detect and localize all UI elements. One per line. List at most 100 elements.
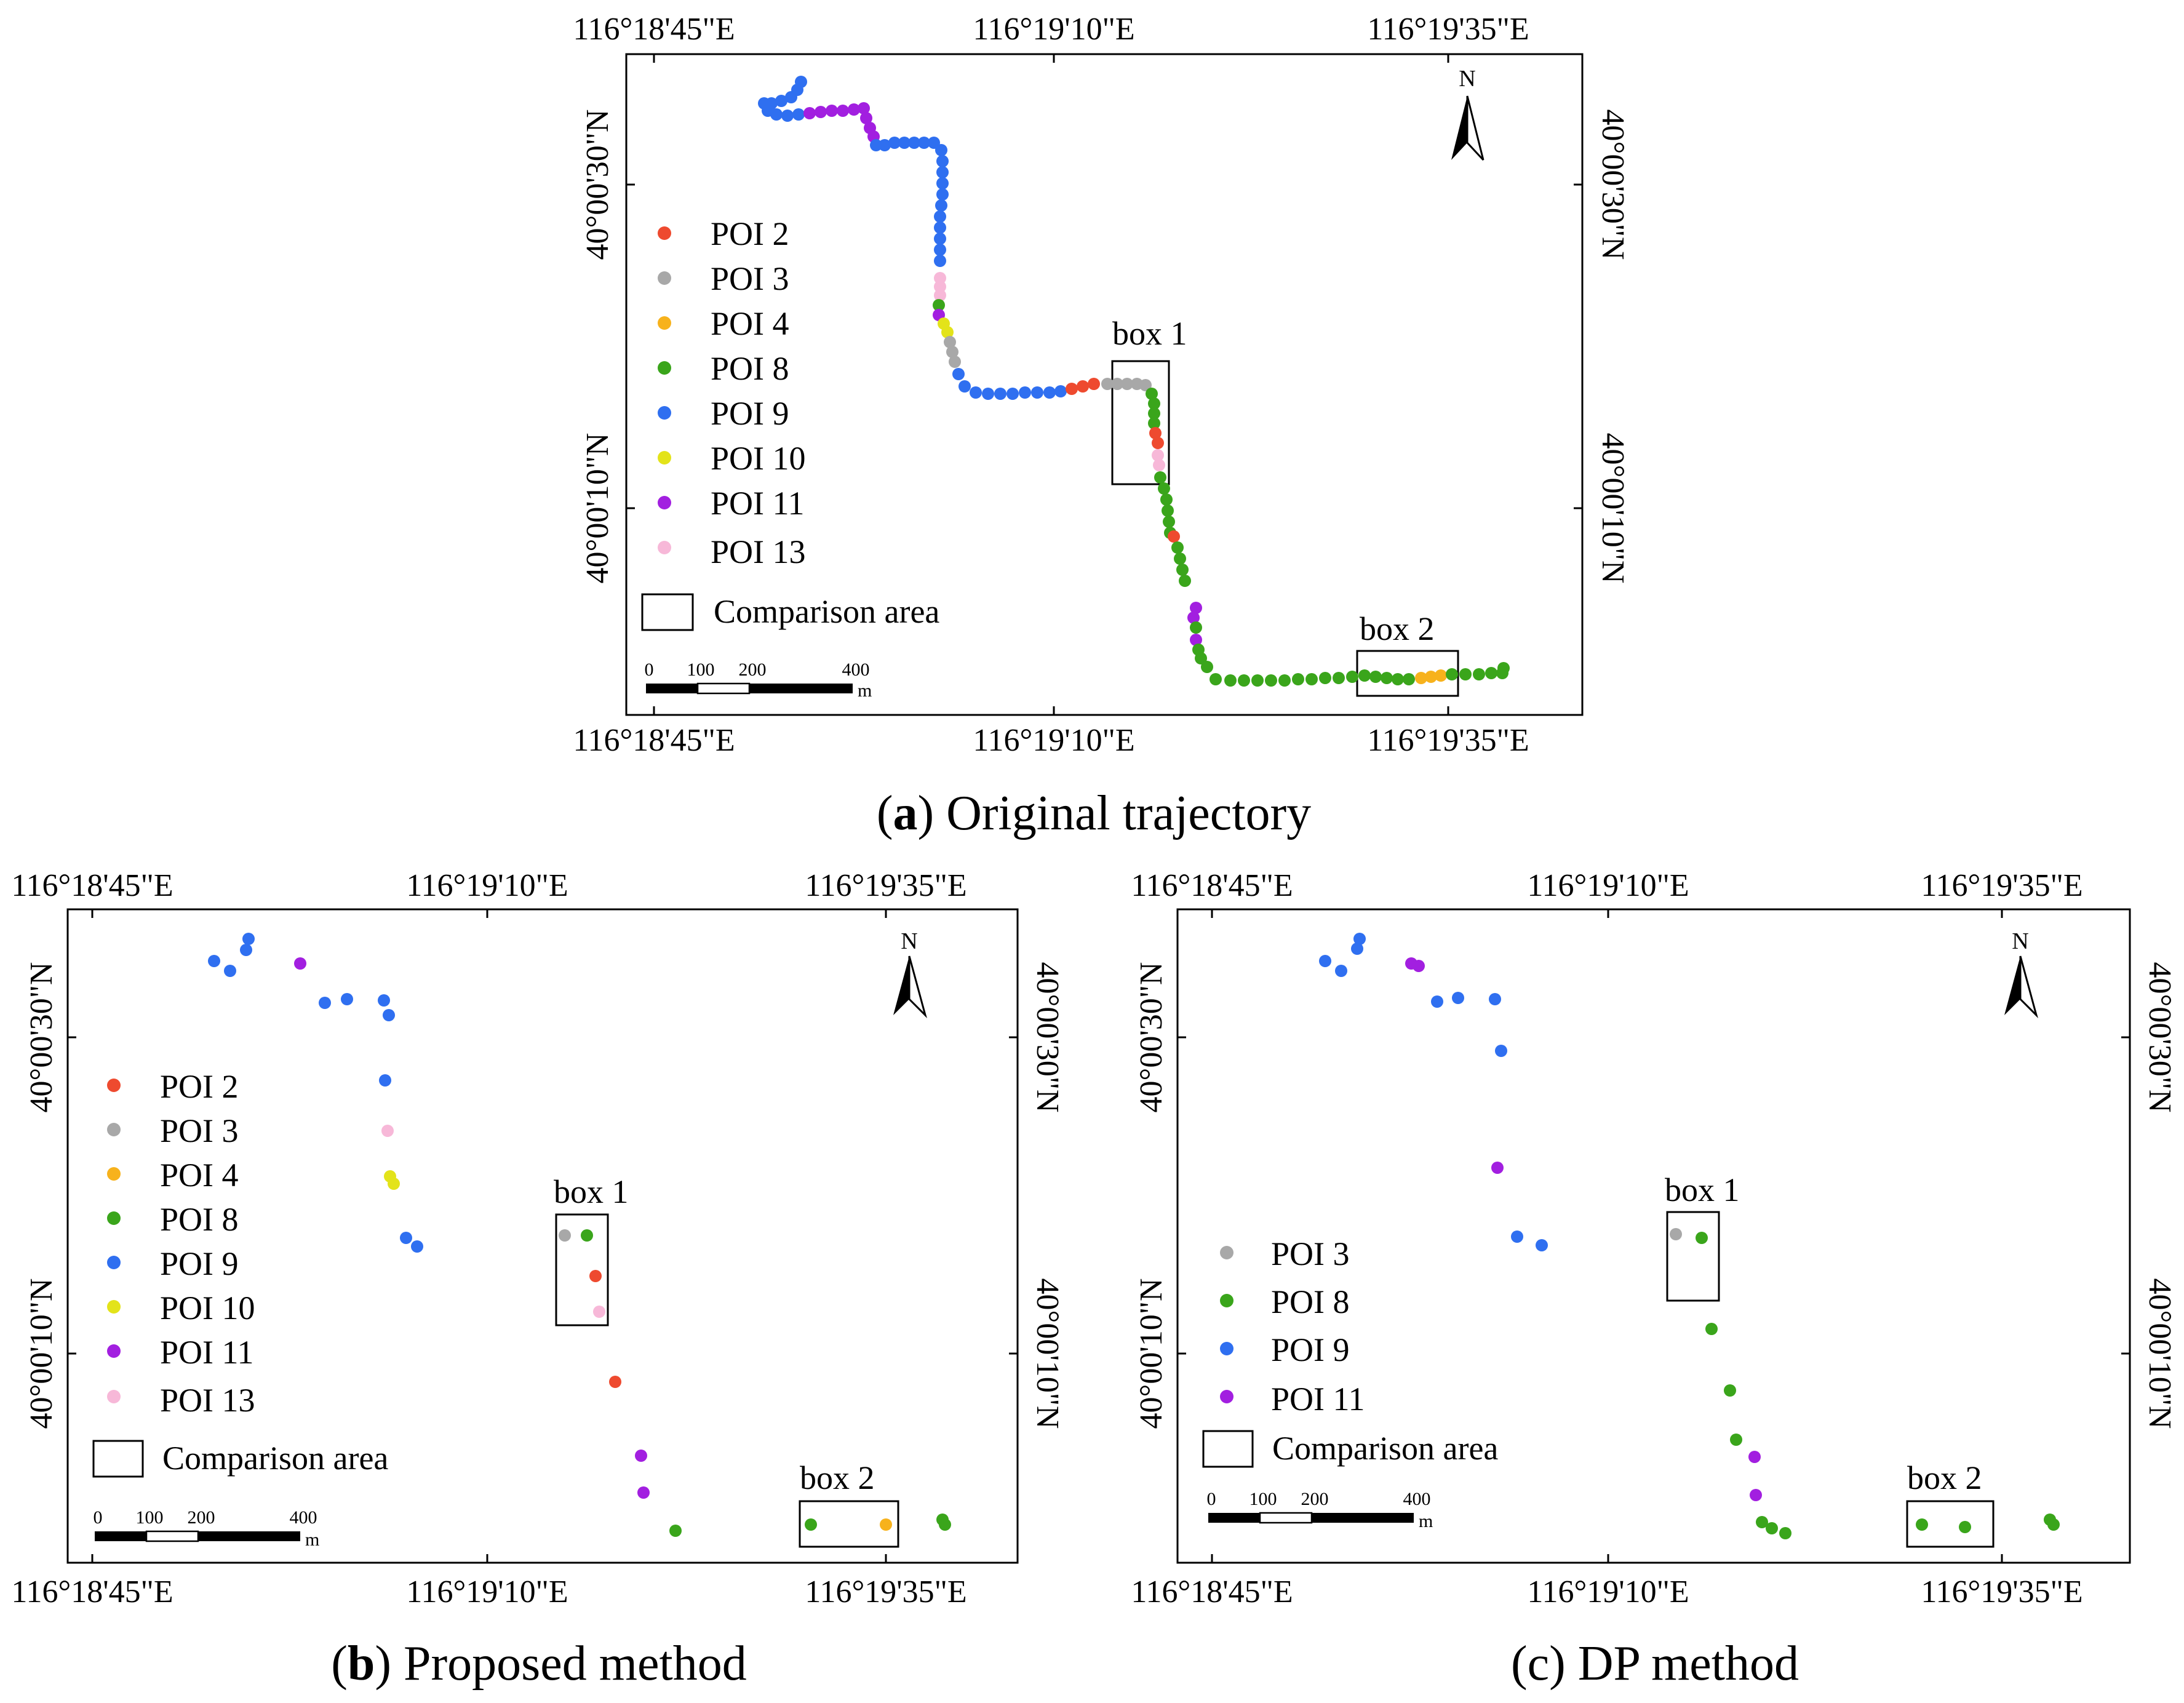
trajectory-point bbox=[1278, 674, 1291, 687]
legend-label: POI 10 bbox=[711, 440, 806, 477]
panel-b-caption: (b) Proposed method bbox=[331, 1637, 747, 1691]
trajectory-point bbox=[1305, 673, 1318, 685]
panel-c-lon-label-top-mid: 116°19'10"E bbox=[1527, 868, 1689, 903]
panel-b-box-2 bbox=[799, 1500, 899, 1548]
legend-label: POI 11 bbox=[711, 485, 805, 522]
scale-tick-0: 0 bbox=[645, 660, 654, 680]
legend-label: POI 10 bbox=[160, 1290, 255, 1326]
scale-tick-200: 200 bbox=[1301, 1489, 1329, 1509]
trajectory-point bbox=[1139, 379, 1152, 391]
panel-a-lon-label-bottom-right: 116°19'35"E bbox=[1367, 723, 1529, 758]
scale-tick-0: 0 bbox=[1207, 1489, 1216, 1509]
panel-a-lat-label-right-bottom: 40°00'10"N bbox=[1595, 433, 1630, 584]
panel-c-lat-label-left-top: 40°00'30"N bbox=[1134, 962, 1169, 1113]
scale-tick-100: 100 bbox=[1249, 1489, 1277, 1509]
panel-b-north-arrow-icon: N bbox=[893, 928, 927, 1019]
trajectory-point bbox=[1459, 668, 1472, 680]
panel-c-box-1-label: box 1 bbox=[1665, 1171, 1740, 1208]
comparison-area-label: Comparison area bbox=[714, 593, 939, 630]
panel-a: 116°18'45"E 116°19'10"E 116°19'35"E 116°… bbox=[573, 12, 1630, 840]
panel-b-lon-label-top-mid: 116°19'10"E bbox=[406, 868, 568, 903]
trajectory-point bbox=[1473, 668, 1485, 680]
trajectory-point bbox=[581, 1229, 593, 1242]
trajectory-point bbox=[637, 1486, 650, 1499]
trajectory-point bbox=[1179, 575, 1191, 587]
panel-c-box-2 bbox=[1906, 1500, 1995, 1548]
legend-label: POI 11 bbox=[1271, 1381, 1365, 1418]
trajectory-point bbox=[319, 997, 331, 1009]
scale-tick-400: 400 bbox=[842, 660, 870, 680]
trajectory-point bbox=[1238, 674, 1250, 687]
trajectory-point bbox=[934, 289, 946, 301]
panel-a-box-1 bbox=[1111, 360, 1170, 485]
panel-a-north-label: N bbox=[1459, 66, 1475, 92]
scale-tick-400: 400 bbox=[1403, 1489, 1431, 1509]
trajectory-point bbox=[208, 955, 220, 967]
trajectory-point bbox=[1043, 386, 1056, 399]
trajectory-point bbox=[1224, 674, 1237, 687]
panel-b-ticks bbox=[68, 909, 1018, 1563]
trajectory-point bbox=[1160, 493, 1173, 506]
trajectory-point bbox=[1006, 388, 1019, 400]
panel-c-lon-label-bottom-right: 116°19'35"E bbox=[1921, 1574, 2082, 1609]
trajectory-point bbox=[1779, 1527, 1791, 1539]
trajectory-point bbox=[593, 1306, 605, 1318]
panel-b-lat-label-right-bottom: 40°00'10"N bbox=[1030, 1278, 1065, 1429]
panel-b-lon-label-bottom-right: 116°19'35"E bbox=[805, 1574, 966, 1609]
trajectory-point bbox=[1158, 482, 1170, 495]
trajectory-point bbox=[934, 210, 946, 223]
panel-a-ticks bbox=[626, 54, 1582, 715]
trajectory-point bbox=[880, 1518, 892, 1531]
legend-label: POI 2 bbox=[160, 1068, 239, 1105]
panel-a-box-1-label: box 1 bbox=[1112, 315, 1187, 352]
panel-c-caption: (c) DP method bbox=[1511, 1637, 1799, 1691]
panel-b-trajectory bbox=[208, 933, 951, 1537]
trajectory-point bbox=[970, 386, 982, 399]
panel-c: 116°18'45"E 116°19'10"E 116°19'35"E 116°… bbox=[1131, 868, 2177, 1691]
trajectory-point bbox=[341, 993, 353, 1005]
panel-c-box-1 bbox=[1666, 1211, 1720, 1302]
panel-a-lat-label-right-top: 40°00'30"N bbox=[1595, 110, 1630, 260]
trajectory-point bbox=[898, 137, 911, 149]
scale-tick-200: 200 bbox=[739, 660, 767, 680]
trajectory-point bbox=[770, 108, 783, 121]
trajectory-point bbox=[400, 1232, 412, 1244]
trajectory-point bbox=[1146, 388, 1158, 400]
panel-c-north-label: N bbox=[2012, 928, 2028, 954]
panel-a-lon-label-top-mid: 116°19'10"E bbox=[973, 12, 1134, 47]
trajectory-point bbox=[826, 105, 838, 117]
trajectory-point bbox=[1190, 621, 1202, 634]
trajectory-point bbox=[1916, 1518, 1928, 1531]
trajectory-point bbox=[1292, 673, 1304, 685]
scale-tick-200: 200 bbox=[188, 1507, 215, 1528]
panel-c-lon-label-bottom-left: 116°18'45"E bbox=[1131, 1574, 1293, 1609]
panel-c-lat-label-left-bottom: 40°00'10"N bbox=[1134, 1278, 1169, 1429]
comparison-area-label: Comparison area bbox=[1272, 1430, 1498, 1467]
trajectory-point bbox=[1497, 662, 1510, 674]
trajectory-point bbox=[1111, 378, 1123, 390]
trajectory-point bbox=[378, 994, 390, 1007]
trajectory-point bbox=[933, 299, 945, 311]
trajectory-point bbox=[1425, 671, 1437, 683]
trajectory-point bbox=[1031, 386, 1043, 399]
legend-dot bbox=[658, 316, 671, 330]
legend-label: POI 9 bbox=[711, 395, 789, 432]
trajectory-point bbox=[1485, 667, 1497, 679]
legend-label: POI 13 bbox=[160, 1382, 255, 1419]
trajectory-point bbox=[1201, 661, 1213, 673]
trajectory-point bbox=[1333, 672, 1345, 684]
panel-a-caption: (a) Original trajectory bbox=[877, 786, 1311, 840]
panel-b-lon-label-top-right: 116°19'35"E bbox=[805, 868, 966, 903]
trajectory-point bbox=[941, 326, 954, 338]
panel-a-trajectory bbox=[758, 76, 1510, 687]
legend-dot bbox=[107, 1167, 121, 1181]
panel-b-lat-label-right-top: 40°00'30"N bbox=[1030, 962, 1065, 1113]
scale-tick-400: 400 bbox=[290, 1507, 317, 1528]
trajectory-point bbox=[1077, 380, 1089, 393]
panel-c-lon-label-bottom-mid: 116°19'10"E bbox=[1527, 1574, 1689, 1609]
legend-dot bbox=[658, 361, 671, 375]
panel-b-box-1-label: box 1 bbox=[554, 1173, 629, 1210]
legend-dot bbox=[658, 541, 671, 554]
trajectory-point bbox=[635, 1450, 647, 1462]
comparison-area-swatch bbox=[641, 593, 694, 631]
